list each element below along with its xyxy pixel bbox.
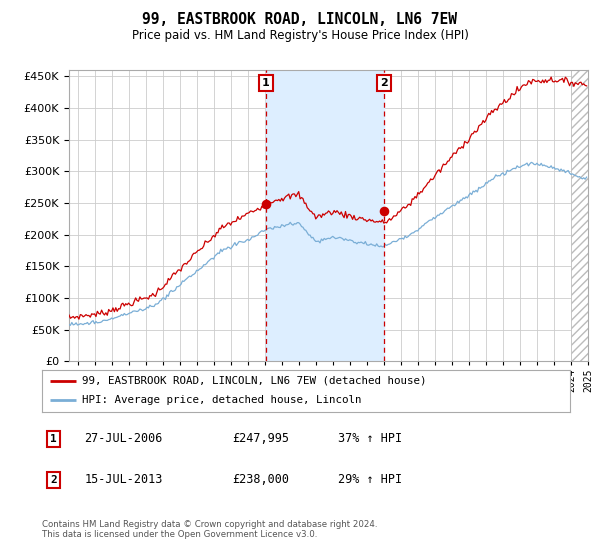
Text: 99, EASTBROOK ROAD, LINCOLN, LN6 7EW (detached house): 99, EASTBROOK ROAD, LINCOLN, LN6 7EW (de…: [82, 376, 426, 386]
Text: 1: 1: [262, 78, 270, 88]
Text: Contains HM Land Registry data © Crown copyright and database right 2024.
This d: Contains HM Land Registry data © Crown c…: [42, 520, 377, 539]
Point: [380, 206, 389, 215]
Bar: [266, 70, 385, 361]
Text: 29% ↑ HPI: 29% ↑ HPI: [338, 473, 402, 486]
Point: [261, 200, 271, 209]
Text: 15-JUL-2013: 15-JUL-2013: [84, 473, 163, 486]
Text: 37% ↑ HPI: 37% ↑ HPI: [338, 432, 402, 445]
Text: 1: 1: [50, 434, 57, 444]
Text: £238,000: £238,000: [232, 473, 289, 486]
Bar: [571, 70, 588, 361]
Text: 2: 2: [380, 78, 388, 88]
Text: £247,995: £247,995: [232, 432, 289, 445]
Text: HPI: Average price, detached house, Lincoln: HPI: Average price, detached house, Linc…: [82, 395, 361, 405]
Text: 99, EASTBROOK ROAD, LINCOLN, LN6 7EW: 99, EASTBROOK ROAD, LINCOLN, LN6 7EW: [143, 12, 458, 27]
Text: Price paid vs. HM Land Registry's House Price Index (HPI): Price paid vs. HM Land Registry's House …: [131, 29, 469, 42]
Text: 27-JUL-2006: 27-JUL-2006: [84, 432, 163, 445]
Text: 2: 2: [50, 475, 57, 485]
